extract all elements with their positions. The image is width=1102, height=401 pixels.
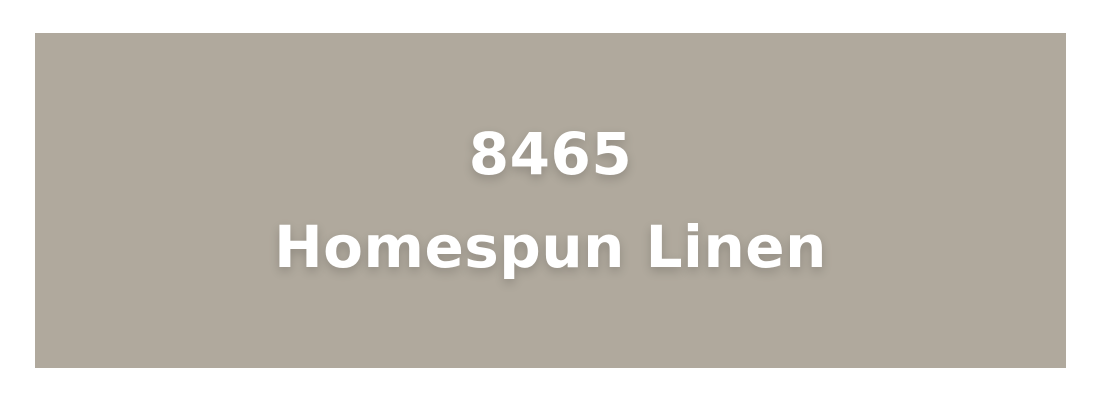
color-code: 8465 — [468, 119, 633, 188]
color-name: Homespun Linen — [274, 212, 827, 281]
color-swatch: 8465 Homespun Linen — [35, 33, 1066, 368]
